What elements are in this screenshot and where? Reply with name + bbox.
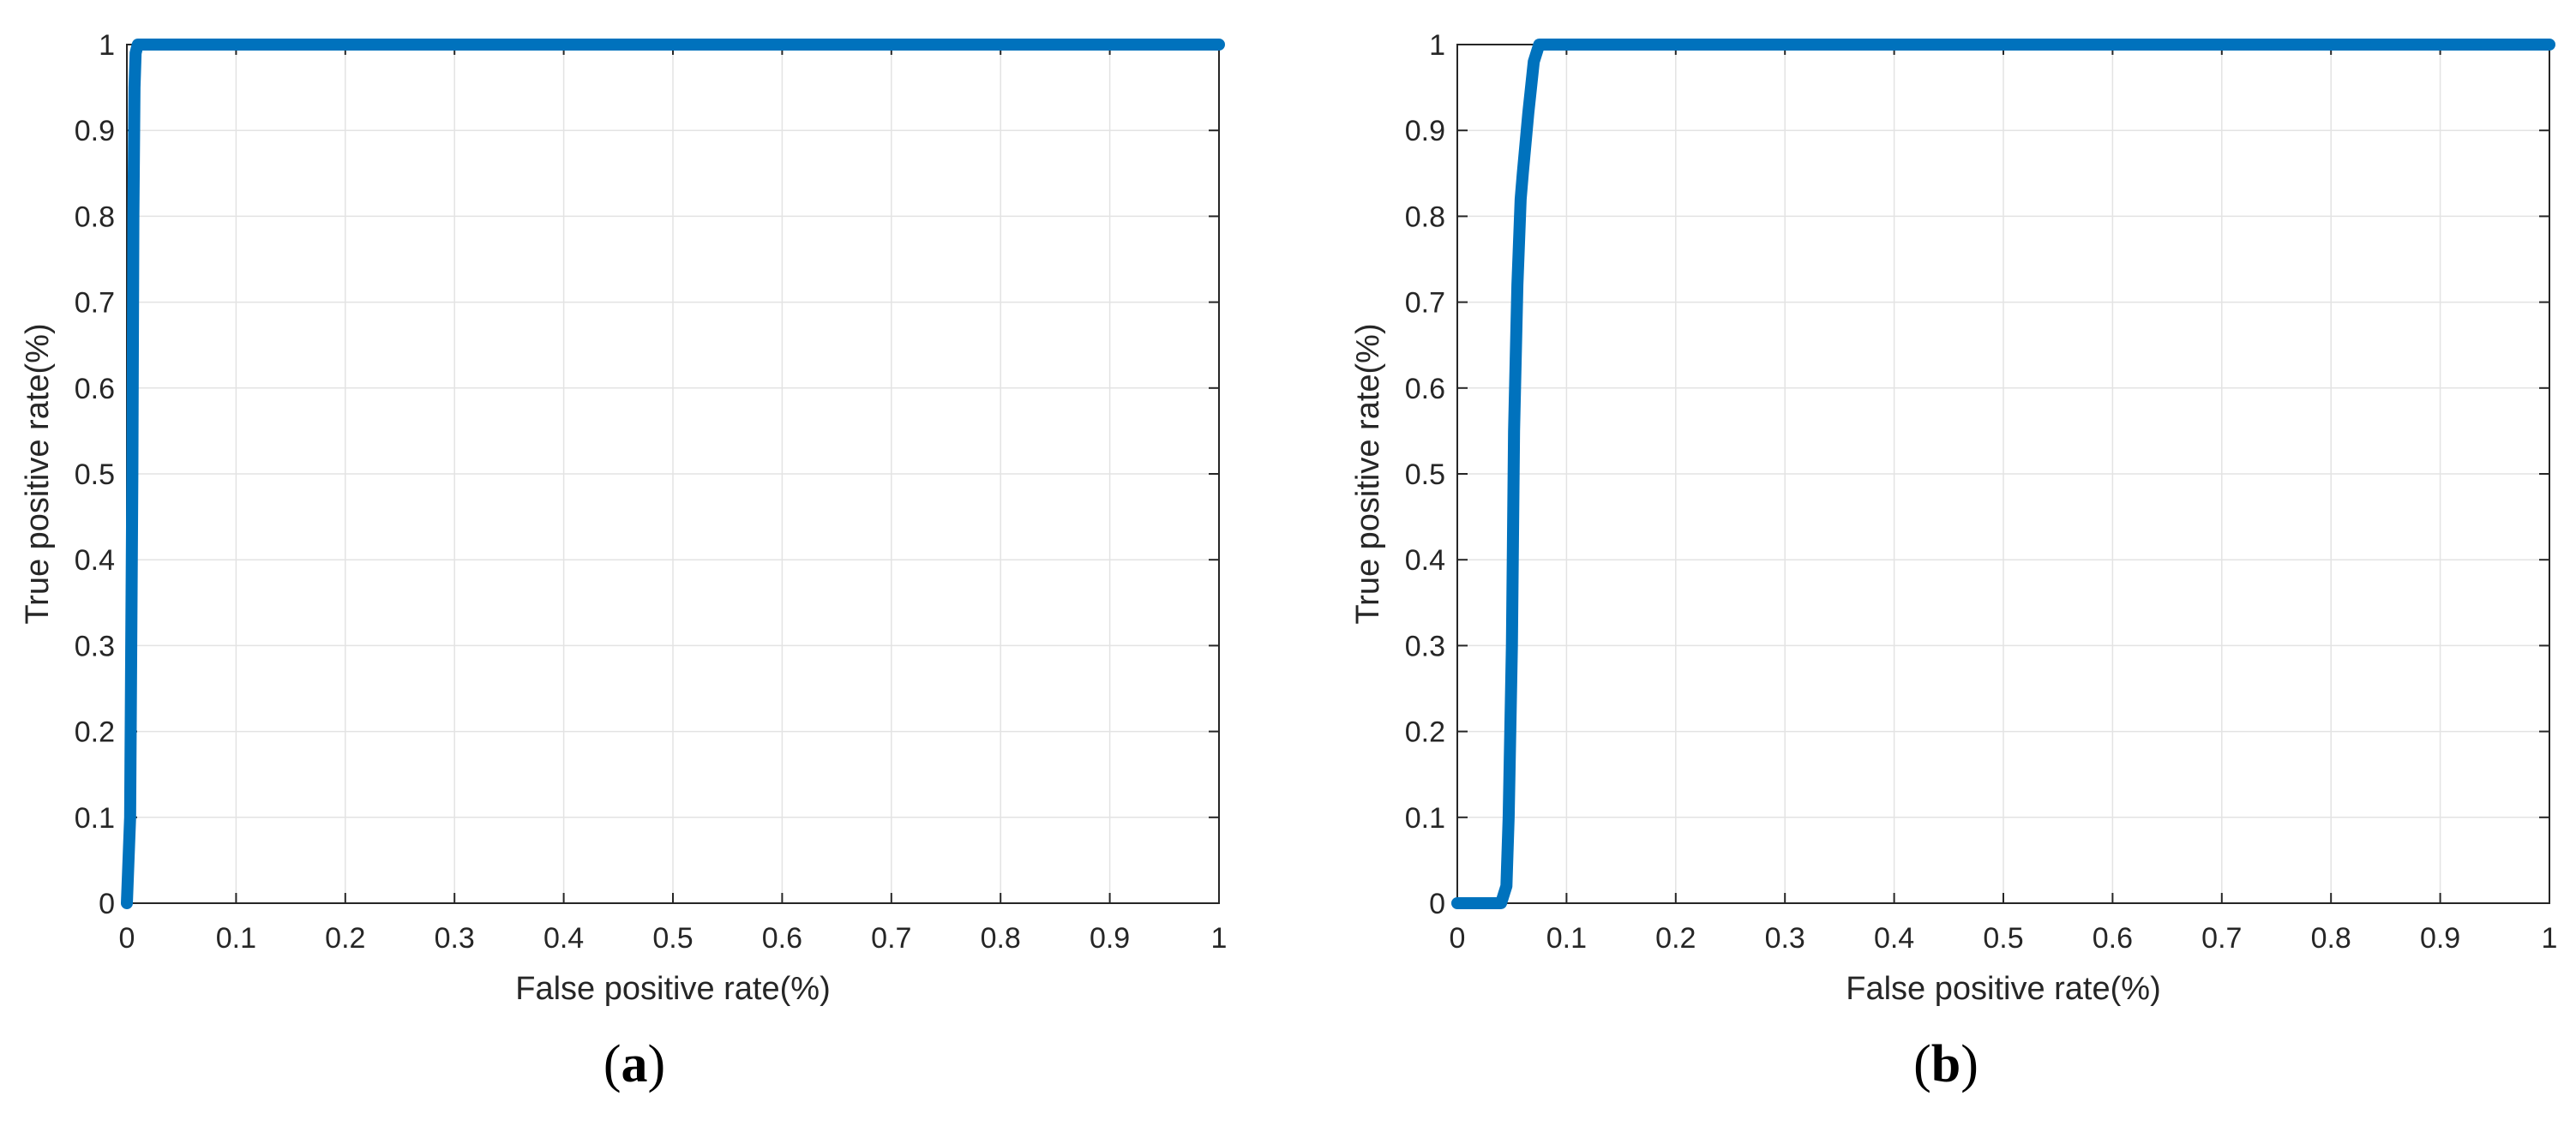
- y-tick-label: 0.3: [75, 630, 115, 662]
- x-tick-label: 0: [119, 922, 135, 955]
- x-tick-label: 0.7: [2201, 922, 2242, 955]
- x-tick-label: 0.3: [1765, 922, 1805, 955]
- x-tick-label: 0.8: [981, 922, 1021, 955]
- y-tick-label: 0.6: [1405, 373, 1445, 405]
- y-tick-label: 0.5: [1405, 458, 1445, 491]
- y-tick-label: 0.8: [1405, 201, 1445, 233]
- x-tick-label: 0.1: [1546, 922, 1587, 955]
- panel-b-series: [1451, 39, 2555, 909]
- x-tick-label: 0.9: [2420, 922, 2460, 955]
- panel-a-series: [121, 39, 1225, 909]
- panel-b-gridlines: [1456, 44, 2550, 904]
- x-tick-label: 0.5: [652, 922, 693, 955]
- panel-b-x-axis-label: False positive rate(%): [1846, 971, 2160, 1007]
- y-tick-label: 0.3: [1405, 630, 1445, 662]
- y-tick-label: 0.9: [1405, 115, 1445, 147]
- x-tick-label: 0.9: [1090, 922, 1130, 955]
- x-tick-label: 0.2: [1655, 922, 1696, 955]
- panel-b-letter: b: [1931, 1035, 1961, 1093]
- x-tick-label: 0.7: [871, 922, 911, 955]
- panel-b-plot: 0 0.1 0.2 0.3 0.4 0.5 0.6 0.7 0.8 0.9 1 0 0.1 0.2 0.3 0…: [1350, 29, 2557, 1093]
- y-tick-label: 0.2: [1405, 716, 1445, 749]
- panel-b-label: (b): [1913, 1035, 1979, 1093]
- x-tick-label: 0.6: [2093, 922, 2133, 955]
- panel-a-gridlines: [126, 44, 1220, 904]
- y-tick-label: 0.7: [1405, 287, 1445, 320]
- roc-curve-line: [121, 39, 1225, 909]
- y-tick-label: 0.9: [75, 115, 115, 147]
- y-tick-label: 0.1: [75, 802, 115, 835]
- roc-curve-line: [1451, 39, 2555, 909]
- panel-b-y-axis-label: True positive rate(%): [1350, 323, 1386, 624]
- y-tick-label: 0.6: [75, 373, 115, 405]
- y-tick-label: 0.4: [75, 544, 115, 577]
- x-tick-label: 0.2: [325, 922, 365, 955]
- y-tick-label: 0.5: [75, 458, 115, 491]
- y-tick-label: 0: [1429, 888, 1445, 920]
- y-tick-label: 0.7: [75, 287, 115, 320]
- panel-a-y-axis-label: True positive rate(%): [20, 323, 56, 624]
- panel-a-x-axis-label: False positive rate(%): [515, 971, 830, 1007]
- x-tick-label: 1: [1211, 922, 1228, 955]
- x-tick-label: 0.6: [762, 922, 802, 955]
- panel-a-letter: a: [621, 1035, 648, 1093]
- panel-b-ticks: 0 0.1 0.2 0.3 0.4 0.5 0.6 0.7 0.8 0.9 1 0 0.1 0.2 0.3 0…: [1405, 29, 2558, 955]
- x-tick-label: 0.8: [2311, 922, 2351, 955]
- panel-a-ticks: 0 0.1 0.2 0.3 0.4 0.5 0.6 0.7 0.8 0.9 1 0 0.1 0.2 0.3 0…: [75, 29, 1228, 955]
- x-tick-label: 1: [2542, 922, 2558, 955]
- y-tick-label: 0.1: [1405, 802, 1445, 835]
- x-tick-label: 0.3: [435, 922, 475, 955]
- y-tick-label: 1: [99, 29, 115, 62]
- x-tick-label: 0.1: [216, 922, 256, 955]
- panel-a-plot: 0 0.1 0.2 0.3 0.4 0.5 0.6 0.7 0.8 0.9 1 0 0.1 0.2 0.3 0…: [20, 29, 1227, 1093]
- y-tick-label: 0.4: [1405, 544, 1445, 577]
- y-tick-label: 1: [1429, 29, 1445, 62]
- panel-a-label: (a): [603, 1035, 665, 1093]
- y-tick-label: 0.8: [75, 201, 115, 233]
- x-tick-label: 0.5: [1983, 922, 2023, 955]
- y-tick-label: 0: [99, 888, 115, 920]
- y-tick-label: 0.2: [75, 716, 115, 749]
- x-tick-label: 0.4: [543, 922, 584, 955]
- x-tick-label: 0.4: [1874, 922, 1914, 955]
- x-tick-label: 0: [1450, 922, 1466, 955]
